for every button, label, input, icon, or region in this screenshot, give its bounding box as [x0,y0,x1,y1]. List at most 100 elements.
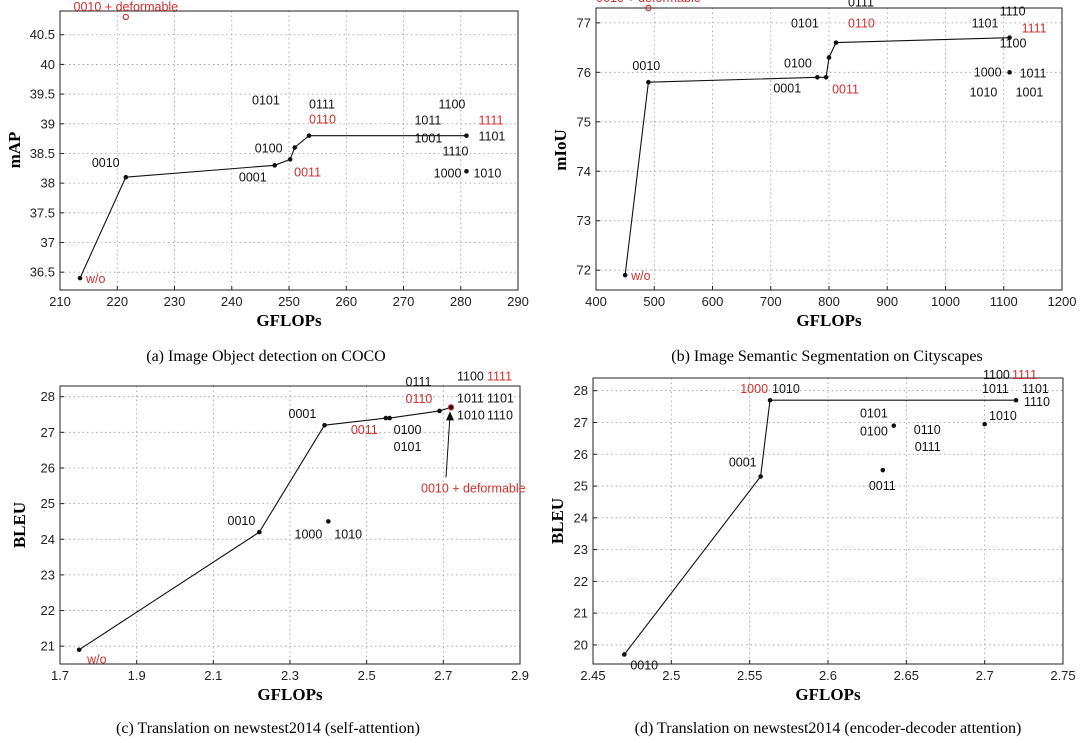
data-point-label: 0011 [351,423,378,437]
chart-panel-0: 210 220 230 240 250 260 270 280 290 36.5 37 37.5 38 3… [5,0,529,365]
x-tick-label: 2.6 [819,668,837,683]
data-point-label: 1000 [434,166,462,180]
data-point-marker [272,163,277,168]
panel-caption: (a) Image Object detection on COCO [146,348,385,365]
y-tick-label: 24 [41,532,55,547]
data-point-marker [891,423,897,428]
data-point-label: 1100 [1000,37,1027,51]
data-point-marker [464,168,469,174]
y-tick-label: 25 [574,479,588,494]
data-point-marker [880,467,886,473]
x-tick-label: 260 [335,294,357,309]
data-point-label: 1010 [772,382,800,396]
y-tick-label: 76 [577,65,591,80]
data-point-label: 1010 [457,408,485,422]
data-point-marker [823,74,829,80]
data-point-label: 0010 [228,514,256,528]
x-tick-label: 2.5 [358,668,376,683]
data-point-label: 1110 [1024,395,1050,409]
data-point-label: 0110 [914,423,941,437]
y-tick-label: 25 [41,496,55,511]
data-point-label: 1011 [457,391,484,405]
x-tick-label: 2.65 [894,668,919,683]
x-tick-label: 2.3 [281,668,299,683]
y-tick-label: 38.5 [30,146,55,161]
x-tick-label: 230 [164,294,186,309]
data-point-marker [448,405,454,410]
x-tick-label: 250 [278,294,300,309]
data-point-label: 1101 [478,130,505,144]
data-point-label: 0101 [791,17,819,31]
data-point-marker [646,79,651,85]
data-point-label: 1001 [1016,85,1044,99]
x-tick-label: 1000 [931,294,960,309]
y-axis-title: mIoU [551,129,570,171]
x-tick-label: 700 [760,294,782,309]
y-tick-label: 27 [41,425,55,440]
y-tick-label: 24 [574,510,588,525]
y-tick-label: 40.5 [30,27,55,42]
data-point-marker [123,174,129,180]
data-point-marker [464,133,469,138]
y-tick-label: 28 [574,383,588,398]
data-point-label: 1101 [487,391,514,405]
data-point-label: 0010 [632,59,660,73]
data-point-label: 1110 [442,145,468,159]
data-point-label: 0100 [394,423,422,437]
data-point-label: 0100 [255,142,283,156]
data-point-label: 0010 + deformable [421,481,526,495]
x-tick-label: 500 [643,294,665,309]
data-point-label: 1000 [740,382,768,396]
chart-panel-1: 400 500 600 700 800 900 1000 1100 1200 72 73 74 75 76… [551,0,1076,365]
data-point-marker [122,13,130,21]
data-point-label: 1111 [478,114,503,128]
data-point-label: w/o [85,272,106,286]
data-point-label: 0101 [860,407,888,421]
y-tick-label: 37 [41,235,55,250]
data-point-label: 0010 [630,658,658,672]
series-line [623,399,1016,655]
y-tick-label: 28 [41,389,55,404]
data-point-label: 1000 [295,527,323,541]
x-tick-label: 1.9 [128,668,146,683]
data-point-marker [1007,70,1012,75]
x-axis-title: GFLOPs [796,311,862,330]
data-point-label: 1100 [438,98,465,112]
data-point-label: 0011 [832,82,859,96]
data-point-label: 0110 [848,17,875,31]
data-point-label: 1011 [982,382,1009,396]
data-point-label: 0001 [289,407,317,421]
y-tick-label: 26 [41,460,55,475]
data-point-label: w/o [86,653,107,667]
data-point-label: w/o [630,269,651,283]
x-axis-title: GFLOPs [795,685,861,704]
chart-panel-2: 1.7 1.9 2.1 2.3 2.5 2.7 2.9 21 22 23 24 25 26 27 28 GFL… [10,369,529,737]
data-point-label: 0011 [869,479,896,493]
y-tick-label: 39 [41,116,55,131]
y-tick-label: 23 [574,542,588,557]
y-axis-title: BLEU [10,502,29,548]
y-tick-label: 72 [577,263,591,278]
data-point-label: 0001 [773,81,801,95]
x-tick-label: 240 [221,294,243,309]
y-axis-title: BLEU [548,498,567,544]
chart-panel-3: 2.45 2.5 2.55 2.6 2.65 2.7 2.75 20 21 22 23 24 25 26 2… [548,368,1076,737]
data-point-label: 0001 [239,170,267,184]
data-point-marker [326,519,331,524]
x-tick-label: 2.7 [976,668,994,683]
x-tick-label: 600 [702,294,724,309]
data-point-marker [982,421,987,427]
panel-caption: (c) Translation on newstest2014 (self-at… [116,720,420,737]
x-tick-label: 270 [393,294,415,309]
y-tick-label: 21 [41,639,55,654]
x-axis-title: GFLOPs [256,311,322,330]
data-point-label: 0101 [394,440,422,454]
y-tick-label: 36.5 [30,265,55,280]
data-point-label: 0011 [294,165,321,179]
data-point-marker [437,408,442,414]
x-tick-label: 1.7 [51,668,69,683]
data-point-marker [383,415,389,421]
data-point-marker [447,404,455,411]
data-point-label: 0001 [729,456,757,470]
data-point-label: 1100 [457,369,484,383]
